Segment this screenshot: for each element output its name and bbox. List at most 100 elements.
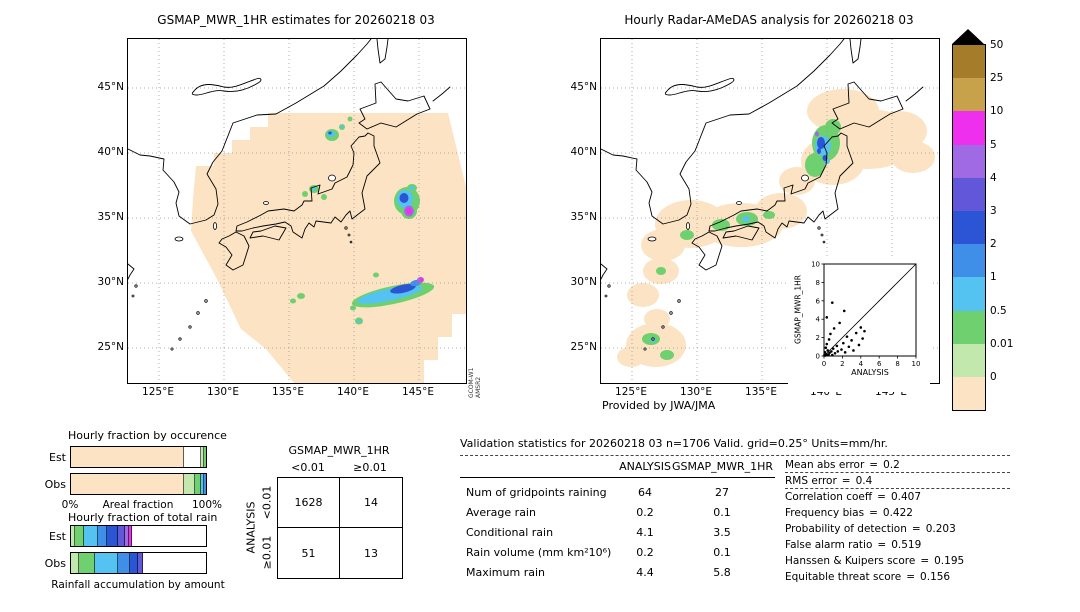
data-credit: Provided by JWA/JMA — [602, 399, 716, 412]
colorbar-segment: 3 — [953, 205, 997, 245]
stat-row-analysis: 4.4 — [636, 566, 654, 579]
left-lon-tick: 130°E — [207, 386, 239, 398]
score-far: False alarm ratio = 0.519 — [785, 539, 922, 551]
bar-segment — [203, 447, 206, 467]
bar-segment — [124, 526, 130, 546]
stat-row-analysis: 64 — [638, 486, 652, 499]
scatter-point — [826, 349, 829, 352]
svg-text:0: 0 — [816, 353, 820, 361]
score-rms-error: RMS error = 0.4 — [785, 475, 873, 487]
scatter-point — [831, 347, 835, 350]
divider-solid — [460, 477, 775, 478]
scatter-point — [850, 339, 853, 342]
colorbar-tick-label: 3 — [990, 204, 997, 217]
stat-row-label: Num of gridpoints raining — [466, 486, 607, 499]
colorbar-tick-label: 10 — [990, 105, 1004, 118]
bar-segment — [79, 553, 96, 573]
left-lon-tick: 145°E — [402, 386, 434, 398]
colorbar-tick-label: 1 — [990, 271, 997, 284]
scatter-point — [824, 346, 828, 350]
scatter-point — [842, 341, 845, 345]
scatter-point — [830, 350, 833, 353]
scatter-point — [833, 351, 837, 355]
bar-segment — [142, 553, 206, 573]
bar-segment — [95, 553, 119, 573]
right-precip-blobs — [617, 89, 935, 367]
inset-ylabel: GSMAP_MWR_1HR — [793, 275, 803, 344]
right-lat-tick: 45°N — [570, 81, 597, 93]
left-lon-tick: 125°E — [142, 386, 174, 398]
scatter-point — [827, 338, 831, 341]
scatter-point — [842, 309, 846, 313]
svg-text:0: 0 — [822, 360, 826, 368]
bar-segment — [97, 526, 108, 546]
validation-header: Validation statistics for 20260218 03 n=… — [460, 437, 888, 450]
bar-segment — [118, 526, 125, 546]
colorbar-segment: 1 — [953, 271, 997, 311]
right-lon-tick: 130°E — [680, 386, 712, 398]
bar-segment — [131, 526, 206, 546]
occurrence-est-label: Est — [49, 451, 66, 464]
stat-row-label: Maximum rain — [466, 566, 545, 579]
bar-segment — [200, 474, 204, 494]
inset-xlabel: ANALYSIS — [851, 368, 889, 377]
right-lon-tick: 135°E — [745, 386, 777, 398]
scatter-point — [845, 335, 849, 338]
colorbar-segments: 50 25 10 5 4 3 2 1 0.5 0.01 0 — [952, 39, 1013, 411]
scatter-point — [832, 327, 836, 330]
scatter-point — [830, 301, 834, 304]
bar-segment — [71, 447, 185, 467]
bar-segment — [184, 474, 196, 494]
left-map — [127, 38, 467, 384]
score-pod: Probability of detection = 0.203 — [785, 523, 956, 535]
stat-row-gsmap: 0.1 — [713, 506, 731, 519]
contingency-title: GSMAP_MWR_1HR — [288, 444, 390, 457]
satellite-watermark: GCOM-W1 — [468, 367, 475, 398]
colorbar-segment: 0.01 — [953, 338, 1013, 377]
divider-dashed — [785, 488, 1010, 489]
colorbar-overflow-triangle — [952, 29, 984, 44]
svg-text:6: 6 — [816, 297, 821, 305]
stat-row-analysis: 0.2 — [636, 506, 654, 519]
right-lat-tick: 35°N — [570, 211, 597, 223]
bar-segment — [71, 474, 185, 494]
stat-row-label: Conditional rain — [466, 526, 554, 539]
colorbar-tick-label: 5 — [990, 138, 997, 151]
contingency-cell-misses: 51 — [278, 528, 340, 578]
totalrain-obs-bar — [70, 552, 207, 574]
bar-segment — [129, 526, 132, 546]
totalrain-est-label: Est — [49, 530, 66, 543]
left-lon-tick: 135°E — [272, 386, 304, 398]
contingency-row-header-ge: ≥0.01 — [260, 535, 274, 570]
bar-segment — [203, 474, 206, 494]
score-correlation: Correlation coeff = 0.407 — [785, 491, 922, 503]
scatter-point — [840, 348, 843, 351]
scatter-point — [861, 337, 864, 340]
contingency-col-header-ge: ≥0.01 — [353, 461, 387, 474]
right-lat-tick: 25°N — [570, 341, 597, 353]
score-hanssen-kuipers: Hanssen & Kuipers score = 0.195 — [785, 555, 965, 567]
right-lon-tick: 125°E — [615, 386, 647, 398]
right-map-title: Hourly Radar-AMeDAS analysis for 2026021… — [624, 13, 914, 27]
scatter-point — [863, 329, 866, 333]
left-precip-blobs — [290, 116, 435, 325]
scatter-point — [825, 316, 829, 319]
scatter-point — [835, 344, 839, 348]
svg-text:2: 2 — [816, 334, 820, 342]
svg-text:8: 8 — [816, 279, 820, 287]
left-lat-tick: 35°N — [97, 211, 124, 223]
stat-row-analysis: 4.1 — [636, 526, 654, 539]
score-equitable-threat: Equitable threat score = 0.156 — [785, 571, 951, 583]
bar-segment — [184, 447, 202, 467]
bar-segment — [84, 526, 98, 546]
bar-segment — [71, 553, 80, 573]
bar-segment — [201, 447, 204, 467]
stat-row-gsmap: 0.1 — [713, 546, 731, 559]
satellite-swath — [191, 113, 466, 383]
scatter-point — [829, 332, 832, 336]
contingency-grid: 1628 14 51 13 — [277, 477, 403, 579]
svg-text:4: 4 — [859, 360, 864, 368]
colorbar-tick-label: 0 — [990, 370, 997, 383]
stat-row-gsmap: 3.5 — [713, 526, 731, 539]
